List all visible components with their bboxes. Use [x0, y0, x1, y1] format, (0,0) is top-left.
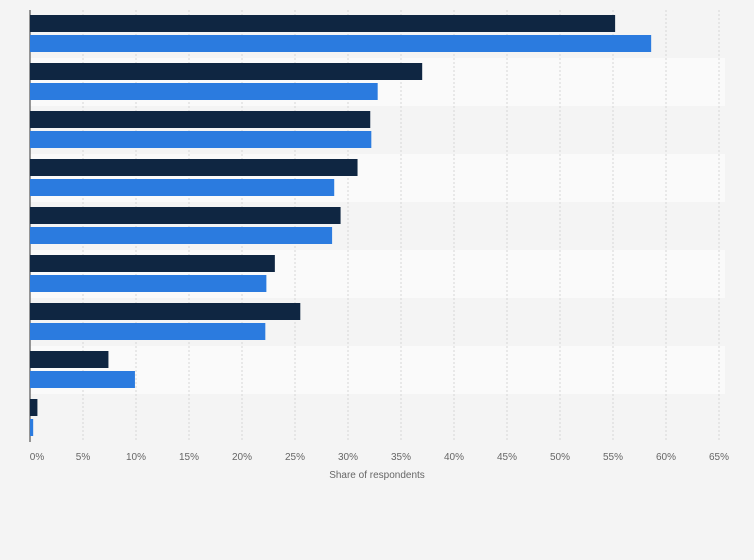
x-axis-label: Share of respondents [329, 470, 425, 481]
x-tick-label: 60% [656, 452, 676, 463]
x-tick-label: 55% [603, 452, 623, 463]
bar-series-1[interactable] [30, 255, 275, 272]
x-tick-label: 20% [232, 452, 252, 463]
bar-series-1[interactable] [30, 399, 38, 416]
bar-series-2[interactable] [30, 131, 372, 148]
x-tick-label: 15% [179, 452, 199, 463]
x-tick-label: 25% [285, 452, 305, 463]
bar-series-2[interactable] [30, 371, 135, 388]
bars [30, 15, 652, 436]
x-tick-label: 35% [391, 452, 411, 463]
bar-series-2[interactable] [30, 83, 378, 100]
row-band [30, 346, 725, 394]
x-tick-labels: 0% 5% 10% 15% 20% 25% 30% 35% 40% 45% 50% 55% 60% 65% [30, 452, 729, 463]
bar-series-2[interactable] [30, 179, 335, 196]
row-band [30, 394, 725, 442]
bar-series-1[interactable] [30, 111, 371, 128]
bar-series-1[interactable] [30, 159, 358, 176]
x-tick-label: 30% [338, 452, 358, 463]
bar-series-1[interactable] [30, 303, 301, 320]
x-tick-label: 0% [30, 452, 45, 463]
bar-series-2[interactable] [30, 323, 266, 340]
bar-series-2[interactable] [30, 419, 34, 436]
bar-series-2[interactable] [30, 227, 333, 244]
x-tick-label: 65% [709, 452, 729, 463]
bar-series-1[interactable] [30, 351, 109, 368]
x-tick-label: 10% [126, 452, 146, 463]
x-tick-label: 40% [444, 452, 464, 463]
bar-series-2[interactable] [30, 275, 267, 292]
bar-series-1[interactable] [30, 207, 341, 224]
row-bands [30, 10, 725, 442]
bar-series-2[interactable] [30, 35, 652, 52]
bar-series-1[interactable] [30, 15, 616, 32]
gridlines [82, 10, 720, 442]
x-tick-label: 50% [550, 452, 570, 463]
x-tick-label: 5% [76, 452, 91, 463]
bar-series-1[interactable] [30, 63, 423, 80]
x-tick-label: 45% [497, 452, 517, 463]
